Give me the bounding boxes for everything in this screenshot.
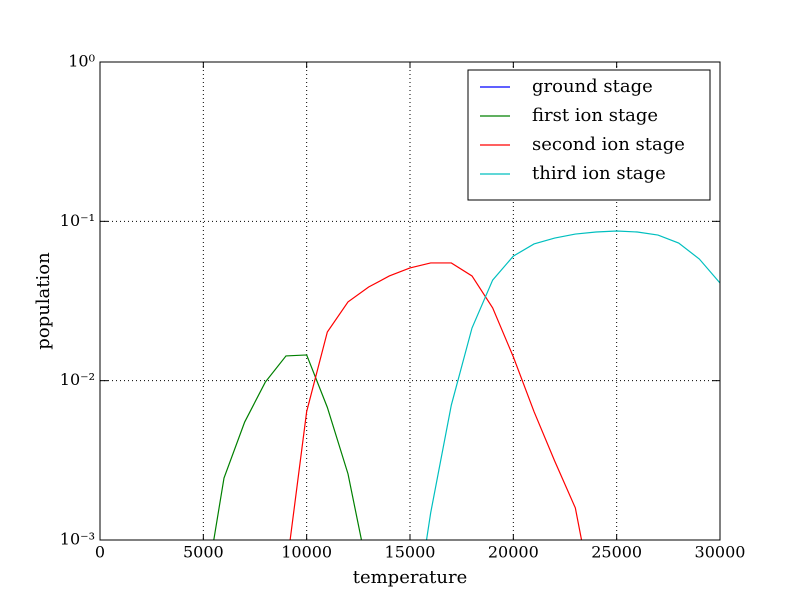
x-tick-label: 25000 <box>591 543 642 562</box>
x-tick-label: 20000 <box>488 543 539 562</box>
x-tick-label: 5000 <box>183 543 224 562</box>
y-tick-label: 10⁻¹ <box>60 211 95 230</box>
legend-label: second ion stage <box>532 134 685 155</box>
y-axis-label: population <box>33 252 54 350</box>
y-tick-label: 10⁻³ <box>60 530 95 549</box>
legend-label: third ion stage <box>532 163 666 184</box>
y-tick-label: 10⁰ <box>68 52 95 71</box>
legend-label: first ion stage <box>532 105 658 126</box>
series-line <box>213 354 363 540</box>
x-tick-label: 15000 <box>385 543 436 562</box>
x-tick-label: 30000 <box>695 543 746 562</box>
series-line <box>289 262 583 540</box>
x-axis-label: temperature <box>353 567 468 588</box>
x-tick-label: 0 <box>95 543 105 562</box>
x-tick-label: 10000 <box>281 543 332 562</box>
y-tick-label: 10⁻² <box>60 370 95 389</box>
plot-area <box>213 230 720 540</box>
legend-box <box>467 69 711 201</box>
legend-label: ground stage <box>532 76 653 97</box>
series-line <box>425 230 720 540</box>
plot-frame <box>99 61 721 541</box>
